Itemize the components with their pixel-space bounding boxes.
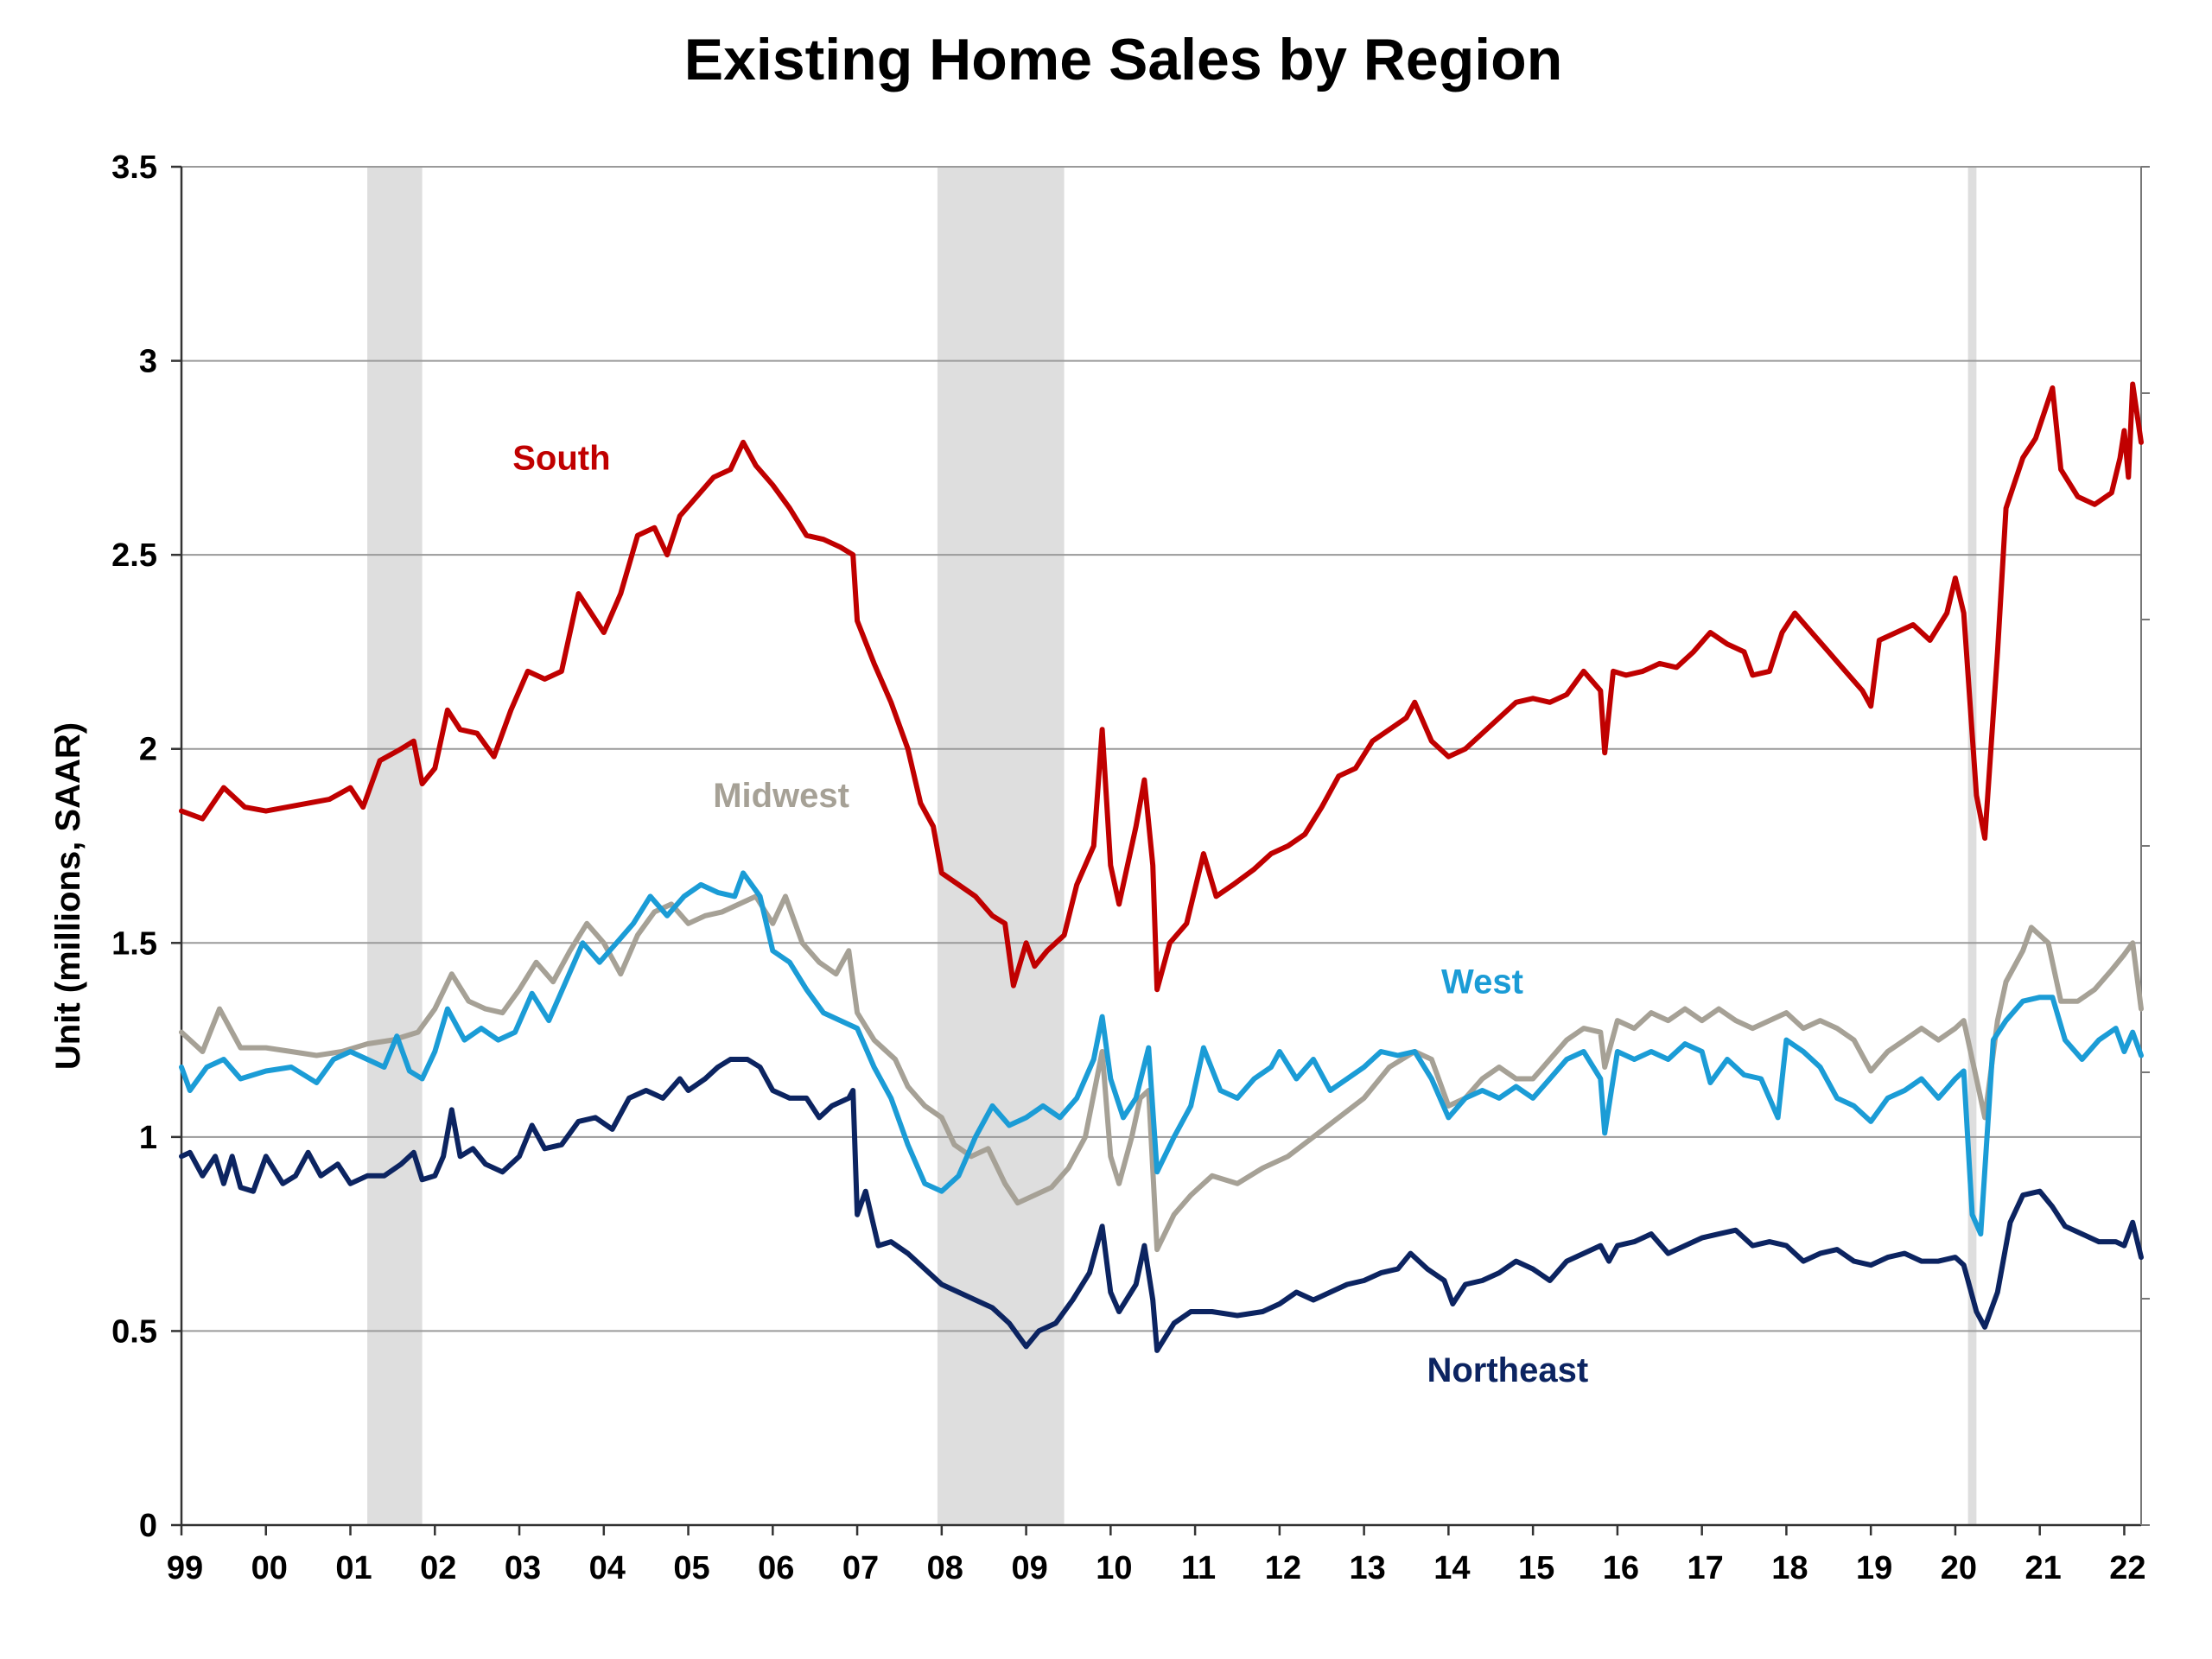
- y-tick-label-0: 0: [139, 1508, 157, 1544]
- recession-band-2: [1967, 167, 1977, 1525]
- x-tick-label-6: 05: [673, 1550, 709, 1586]
- y-tick-label-4: 2: [139, 732, 157, 768]
- x-tick-label-20: 19: [1856, 1550, 1892, 1586]
- x-tick-label-14: 13: [1349, 1550, 1385, 1586]
- x-tick-label-22: 21: [2025, 1550, 2062, 1586]
- series-label-northeast: Northeast: [1427, 1351, 1588, 1389]
- x-tick-label-11: 10: [1096, 1550, 1132, 1586]
- x-tick-label-19: 18: [1771, 1550, 1808, 1586]
- series-label-south: South: [512, 439, 610, 477]
- recession-band-0: [367, 167, 423, 1525]
- x-tick-label-0: 99: [167, 1550, 203, 1586]
- axes: [171, 165, 2150, 1535]
- series-labels: South Midwest West Northeast: [512, 439, 1588, 1389]
- y-tick-label-7: 3.5: [111, 149, 157, 186]
- x-tick-label-12: 11: [1181, 1550, 1216, 1586]
- recession-band-1: [937, 167, 1065, 1525]
- y-axis-label: Unit (millions, SAAR): [49, 722, 87, 1070]
- y-tick-label-5: 2.5: [111, 537, 157, 574]
- series-line-northeast: [179, 1057, 2144, 1353]
- x-tick-label-9: 08: [927, 1550, 963, 1586]
- series-label-midwest: Midwest: [713, 777, 849, 815]
- x-tick-label-5: 04: [589, 1550, 626, 1586]
- x-tick-label-4: 03: [505, 1550, 541, 1586]
- x-tick-label-7: 06: [758, 1550, 794, 1586]
- series-line-midwest: [179, 893, 2144, 1253]
- x-tick-label-16: 15: [1518, 1550, 1554, 1586]
- x-tick-label-3: 02: [420, 1550, 456, 1586]
- y-tick-labels: 0 0.5 1 1.5 2 2.5 3 3.5: [111, 149, 157, 1544]
- x-tick-label-2: 01: [335, 1550, 372, 1586]
- y-tick-label-1: 0.5: [111, 1313, 157, 1350]
- x-tick-label-17: 16: [1603, 1550, 1639, 1586]
- x-tick-label-23: 22: [2109, 1550, 2145, 1586]
- gridlines: [181, 166, 2141, 1332]
- x-tick-label-21: 20: [1941, 1550, 1977, 1586]
- x-tick-label-15: 14: [1433, 1550, 1470, 1586]
- y-tick-label-2: 1: [139, 1120, 157, 1156]
- chart-title: Existing Home Sales by Region: [684, 27, 1562, 92]
- recession-bands: [367, 167, 1977, 1525]
- series-line-south: [179, 381, 2144, 993]
- series-line-west: [179, 870, 2144, 1237]
- y-tick-label-6: 3: [139, 344, 157, 380]
- x-tick-labels: 99 00 01 02 03 04 05 06 07 08 09 10 11 12 13 14 15 16 17 18…: [167, 1550, 2146, 1586]
- x-tick-label-10: 09: [1011, 1550, 1047, 1586]
- series-lines: [179, 381, 2144, 1353]
- x-tick-label-1: 00: [251, 1550, 288, 1586]
- x-tick-label-18: 17: [1688, 1550, 1724, 1586]
- x-tick-label-8: 07: [842, 1550, 879, 1586]
- y-tick-label-3: 1.5: [111, 925, 157, 962]
- x-tick-label-13: 12: [1265, 1550, 1301, 1586]
- series-label-west: West: [1441, 963, 1523, 1001]
